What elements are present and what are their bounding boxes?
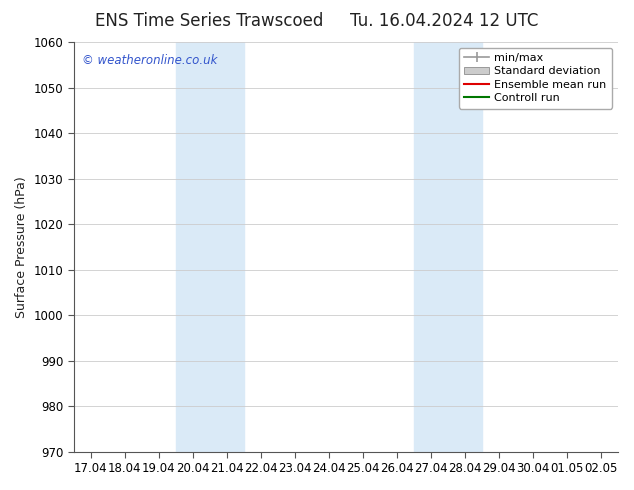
Text: ENS Time Series Trawscoed: ENS Time Series Trawscoed	[95, 12, 323, 30]
Text: Tu. 16.04.2024 12 UTC: Tu. 16.04.2024 12 UTC	[349, 12, 538, 30]
Bar	[414, 42, 482, 452]
Y-axis label: Surface Pressure (hPa): Surface Pressure (hPa)	[15, 176, 28, 318]
Bar	[176, 42, 243, 452]
Legend: min/max, Standard deviation, Ensemble mean run, Controll run: min/max, Standard deviation, Ensemble me…	[459, 48, 612, 109]
Text: © weatheronline.co.uk: © weatheronline.co.uk	[82, 54, 217, 67]
